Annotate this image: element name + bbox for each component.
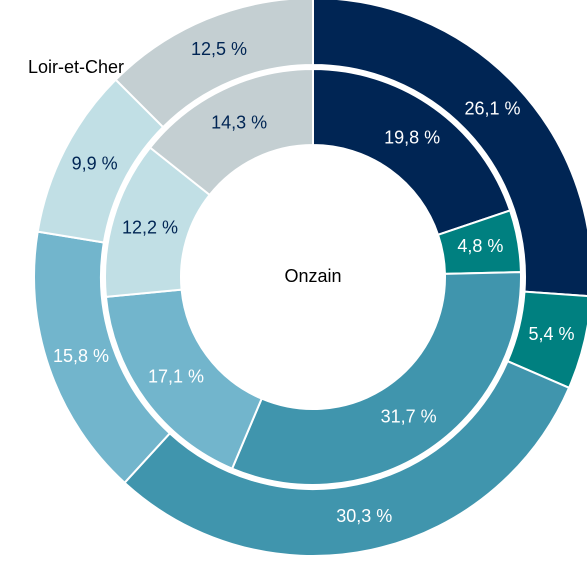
data-label: 12,2 % <box>122 218 178 238</box>
data-label: 30,3 % <box>336 506 392 526</box>
slice <box>123 359 571 557</box>
data-label: 19,8 % <box>384 128 440 148</box>
slice <box>230 271 522 486</box>
slice <box>114 0 314 129</box>
data-label: 31,7 % <box>381 406 437 426</box>
data-label: 15,8 % <box>53 346 109 366</box>
data-label: 4,8 % <box>457 236 503 256</box>
slice <box>312 0 587 297</box>
data-label: 14,3 % <box>211 113 267 133</box>
data-label: 26,1 % <box>464 98 520 118</box>
data-label: 9,9 % <box>72 154 118 174</box>
data-label: 17,1 % <box>148 366 204 386</box>
data-label: 5,4 % <box>529 324 575 344</box>
outer-ring-name: Loir-et-Cher <box>28 57 124 77</box>
inner-ring-name: Onzain <box>284 266 341 286</box>
slice <box>148 67 314 197</box>
data-label: 12,5 % <box>191 39 247 59</box>
